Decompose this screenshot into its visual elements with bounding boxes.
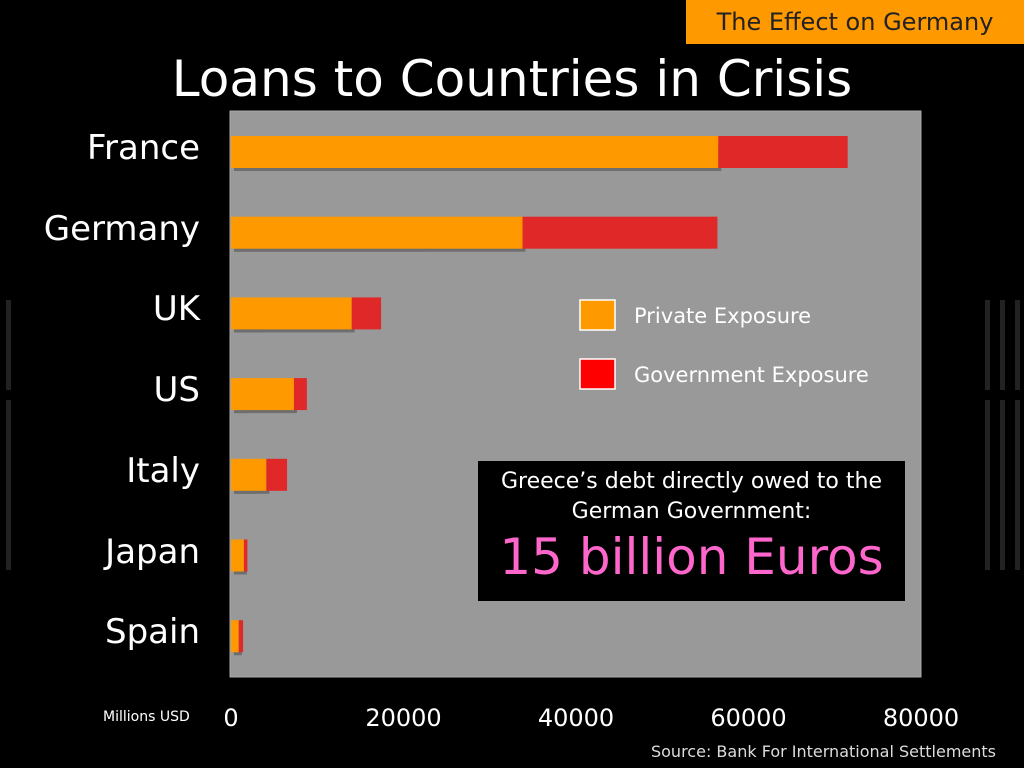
callout-text: Greece’s debt directly owed to the Germa… xyxy=(501,469,882,524)
decorative-bar xyxy=(6,400,11,570)
bars-group xyxy=(231,136,848,656)
x-tick-label: 0 xyxy=(223,704,239,732)
decorative-bar xyxy=(1000,400,1005,570)
bar-spain-private xyxy=(231,620,239,653)
category-label-japan: Japan xyxy=(105,531,200,572)
bar-us-private xyxy=(231,378,294,411)
bar-italy-government xyxy=(266,458,288,491)
legend-label-private: Private Exposure xyxy=(634,304,811,328)
decorative-bar xyxy=(1015,300,1020,390)
category-label-france: France xyxy=(86,128,200,168)
category-label-spain: Spain xyxy=(105,612,200,653)
bar-germany-private xyxy=(231,216,523,249)
x-tick-label: 40000 xyxy=(537,704,615,732)
bar-italy-private xyxy=(231,458,267,491)
section-tag: The Effect on Germany xyxy=(686,0,1024,44)
page-title: Loans to Countries in Crisis xyxy=(171,50,853,108)
category-label-germany: Germany xyxy=(43,208,200,249)
decorative-bar xyxy=(1000,300,1005,390)
greece-debt-callout: Greece’s debt directly owed to the Germa… xyxy=(478,461,905,601)
x-axis-label: Millions USD xyxy=(103,709,190,725)
category-label-us: US xyxy=(153,370,200,411)
bar-uk-government xyxy=(351,297,382,330)
legend-label-government: Government Exposure xyxy=(634,363,869,387)
category-label-italy: Italy xyxy=(126,450,200,491)
x-tick-label: 80000 xyxy=(882,704,960,732)
category-label-uk: UK xyxy=(152,289,200,330)
bar-japan-government xyxy=(243,539,248,572)
bar-france-private xyxy=(231,136,719,168)
source-citation: Source: Bank For International Settlemen… xyxy=(650,742,996,761)
x-tick-label: 60000 xyxy=(710,704,787,732)
legend-swatch-government xyxy=(579,358,616,390)
decorative-bar xyxy=(1015,400,1020,570)
legend-swatch-private xyxy=(579,299,616,331)
bar-spain-government xyxy=(238,620,244,653)
bar-germany-government xyxy=(522,216,718,249)
decorative-bar xyxy=(985,400,990,570)
bar-us-government xyxy=(293,378,307,411)
decorative-bar xyxy=(6,300,11,390)
callout-amount: 15 billion Euros xyxy=(499,528,884,586)
decorative-bar xyxy=(985,300,990,390)
legend: Private Exposure Government Exposure xyxy=(579,299,869,390)
x-tick-label: 20000 xyxy=(365,704,442,732)
bar-japan-private xyxy=(231,539,244,572)
bar-uk-private xyxy=(231,297,352,330)
bar-france-government xyxy=(718,136,848,168)
